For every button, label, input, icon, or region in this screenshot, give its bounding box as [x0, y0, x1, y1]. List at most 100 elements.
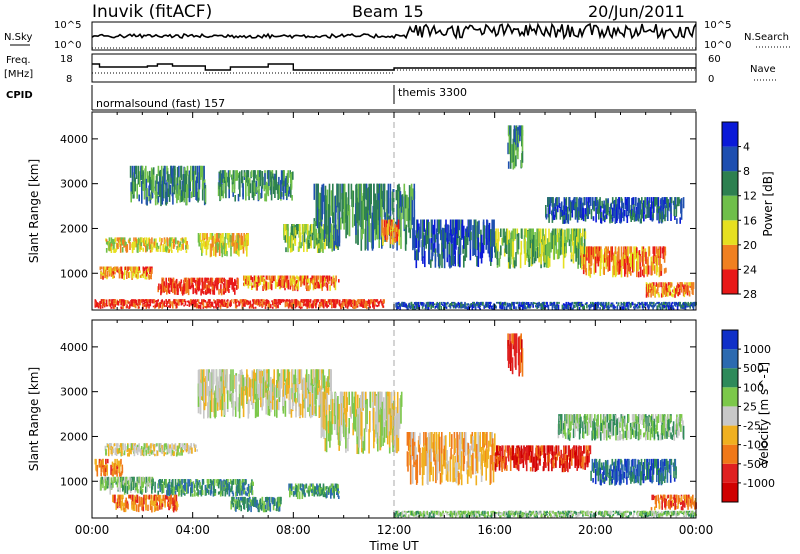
data-cell: [190, 301, 193, 306]
data-cell: [309, 302, 311, 308]
data-cell: [223, 299, 226, 303]
data-cell: [590, 301, 592, 305]
data-cell: [216, 233, 218, 241]
data-cell: [630, 246, 633, 254]
data-cell: [611, 302, 614, 307]
data-cell: [275, 299, 277, 305]
data-cell: [621, 200, 623, 207]
data-cell: [383, 299, 385, 304]
data-cell: [400, 206, 402, 220]
data-cell: [146, 243, 148, 252]
data-cell: [611, 246, 613, 257]
data-cell: [666, 197, 668, 203]
data-cell: [276, 380, 278, 398]
data-cell: [121, 445, 123, 454]
data-cell: [379, 391, 382, 415]
data-cell: [521, 228, 523, 239]
data-cell: [298, 369, 301, 385]
data-cell: [346, 299, 348, 303]
data-cell: [160, 165, 163, 185]
data-cell: [298, 393, 301, 410]
data-cell: [129, 237, 131, 242]
data-cell: [171, 443, 173, 450]
data-cell: [670, 283, 673, 287]
data-cell: [288, 236, 291, 249]
data-cell: [676, 218, 678, 224]
data-cell: [158, 443, 160, 449]
data-cell: [684, 307, 687, 310]
data-cell: [381, 303, 384, 306]
data-cell: [346, 204, 349, 235]
data-cell: [160, 180, 162, 207]
data-cell: [648, 305, 650, 309]
data-cell: [205, 233, 207, 240]
data-cell: [478, 302, 481, 305]
data-cell: [641, 304, 644, 309]
data-cell: [177, 449, 179, 452]
data-cell: [155, 303, 157, 307]
data-cell: [647, 256, 649, 273]
data-cell: [233, 170, 235, 184]
data-cell: [229, 390, 232, 402]
data-cell: [110, 237, 113, 244]
data-cell: [651, 197, 653, 209]
data-cell: [373, 304, 375, 310]
data-cell: [580, 197, 583, 208]
data-cell: [186, 300, 189, 303]
data-cell: [432, 301, 434, 306]
data-cell: [688, 306, 690, 308]
data-cell: [491, 307, 493, 310]
data-cell: [603, 200, 605, 209]
data-cell: [241, 176, 244, 188]
data-cell: [271, 170, 274, 177]
data-cell: [195, 288, 198, 295]
data-cell: [279, 376, 281, 398]
data-cell: [258, 277, 260, 285]
data-cell: [322, 281, 324, 288]
data-cell: [407, 305, 409, 310]
data-cell: [195, 284, 198, 290]
data-cell: [177, 248, 179, 253]
data-cell: [222, 278, 224, 282]
data-cell: [298, 306, 301, 309]
data-cell: [151, 191, 154, 198]
data-cell: [558, 232, 560, 259]
data-cell: [284, 385, 286, 408]
data-cell: [140, 446, 143, 450]
data-cell: [412, 188, 414, 201]
data-cell: [101, 300, 104, 307]
data-cell: [176, 304, 178, 309]
data-cell: [128, 271, 131, 278]
data-cell: [206, 277, 208, 284]
data-cell: [630, 211, 632, 222]
data-cell: [161, 484, 163, 494]
data-cell: [463, 225, 465, 249]
data-cell: [146, 483, 148, 487]
data-cell: [104, 478, 107, 491]
data-cell: [409, 306, 412, 309]
data-cell: [205, 376, 207, 407]
data-cell: [398, 191, 400, 234]
data-cell: [570, 304, 572, 309]
data-cell: [114, 272, 116, 275]
data-cell: [374, 391, 376, 406]
data-cell: [660, 263, 663, 271]
data-cell: [580, 249, 582, 268]
data-cell: [655, 246, 658, 255]
data-cell: [330, 190, 333, 216]
data-cell: [545, 213, 548, 220]
data-cell: [152, 481, 154, 487]
data-cell: [637, 302, 639, 304]
data-cell: [600, 253, 603, 263]
data-cell: [140, 243, 143, 250]
data-cell: [591, 304, 593, 307]
data-cell: [190, 443, 192, 449]
data-cell: [264, 299, 266, 302]
data-cell: [172, 479, 174, 488]
data-cell: [477, 306, 479, 308]
data-cell: [342, 302, 344, 309]
data-cell: [360, 300, 363, 307]
data-cell: [307, 224, 309, 236]
data-cell: [148, 185, 150, 197]
